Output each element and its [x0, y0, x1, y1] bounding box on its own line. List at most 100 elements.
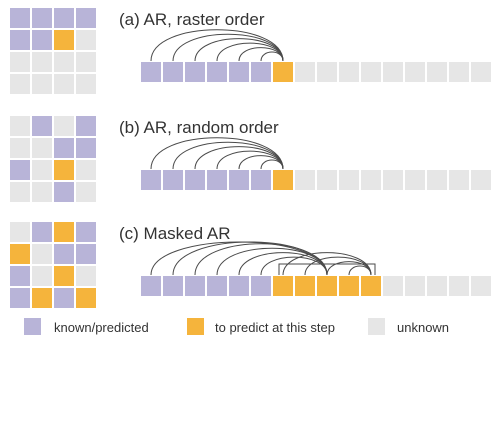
sequence-token [339, 276, 359, 296]
legend-known-label: known/predicted [54, 320, 149, 335]
sequence-token [449, 170, 469, 190]
sequence-token [471, 170, 491, 190]
grid-cell [54, 138, 74, 158]
sequence-token [471, 62, 491, 82]
sequence-token [471, 276, 491, 296]
sequence-token [295, 170, 315, 190]
grid-cell [32, 138, 52, 158]
sequence-token [163, 62, 183, 82]
grid-cell [10, 138, 30, 158]
sequence-token [141, 170, 161, 190]
sequence-token [361, 170, 381, 190]
grid-cell [54, 8, 74, 28]
grid-cell [54, 52, 74, 72]
legend-predict-swatch [187, 318, 204, 335]
grid-cell [76, 160, 96, 180]
sequence-token [449, 276, 469, 296]
grid-cell [54, 288, 74, 308]
sequence-token [273, 276, 293, 296]
grid-cell [76, 30, 96, 50]
dependency-arc [260, 256, 328, 276]
sequence-token [273, 62, 293, 82]
grid-cell [10, 182, 30, 202]
grid-cell [32, 116, 52, 136]
grid-cell [10, 74, 30, 94]
grid-cell [76, 288, 96, 308]
sequence-token [163, 276, 183, 296]
grid-cell [76, 8, 96, 28]
sequence-token [383, 62, 403, 82]
grid-cell [32, 30, 52, 50]
grid-cell [76, 182, 96, 202]
sequence-token [405, 170, 425, 190]
sequence-token [339, 170, 359, 190]
grid-cell [10, 8, 30, 28]
sequence-token [141, 276, 161, 296]
sequence-token [361, 62, 381, 82]
dependency-arc [194, 38, 284, 62]
panel-1: (a) AR, raster order [10, 8, 491, 94]
sequence-token [207, 170, 227, 190]
grid-cell [54, 74, 74, 94]
legend-unknown-label: unknown [397, 320, 449, 335]
grid-cell [10, 116, 30, 136]
sequence-token [449, 62, 469, 82]
grid-cell [10, 288, 30, 308]
sequence-token [427, 62, 447, 82]
dependency-arc [260, 51, 284, 62]
panel-title: (a) AR, raster order [119, 10, 265, 29]
grid-cell [54, 116, 74, 136]
sequence-token [141, 62, 161, 82]
sequence-token [317, 170, 337, 190]
panels: (a) AR, raster order (b) AR, random order… [10, 8, 491, 308]
grid-cell [32, 244, 52, 264]
sequence-token [405, 276, 425, 296]
grid-cell [76, 116, 96, 136]
sequence-token [185, 276, 205, 296]
grid-cell [54, 182, 74, 202]
grid-cell [76, 244, 96, 264]
grid-cell [76, 222, 96, 242]
grid-cell [32, 288, 52, 308]
sequence-token [207, 62, 227, 82]
grid-cell [54, 244, 74, 264]
panel-3: (c) Masked AR [10, 222, 491, 308]
grid-cell [54, 266, 74, 286]
grid-cell [32, 8, 52, 28]
dependency-arc [260, 159, 284, 170]
sequence-token [251, 170, 271, 190]
sequence-token [361, 276, 381, 296]
grid-cell [32, 182, 52, 202]
legend: known/predicted to predict at this step … [24, 318, 449, 335]
grid-cell [54, 222, 74, 242]
legend-predict-label: to predict at this step [215, 320, 335, 335]
sequence-token [229, 62, 249, 82]
dependency-arc [194, 146, 284, 170]
sequence-token [229, 276, 249, 296]
sequence-token [383, 170, 403, 190]
legend-unknown-swatch [368, 318, 385, 335]
sequence-token [405, 62, 425, 82]
grid-cell [32, 266, 52, 286]
sequence-token [383, 276, 403, 296]
grid-cell [76, 52, 96, 72]
grid-cell [32, 222, 52, 242]
panel-title: (c) Masked AR [119, 224, 230, 243]
sequence-token [339, 62, 359, 82]
grid-cell [54, 160, 74, 180]
sequence-token [427, 276, 447, 296]
grid-cell [54, 30, 74, 50]
legend-known-swatch [24, 318, 41, 335]
sequence-token [185, 170, 205, 190]
grid-cell [32, 52, 52, 72]
grid-cell [32, 160, 52, 180]
sequence-token [295, 276, 315, 296]
sequence-token [163, 170, 183, 190]
grid-cell [10, 244, 30, 264]
sequence-token [317, 62, 337, 82]
panel-title: (b) AR, random order [119, 118, 279, 137]
predict-bracket [278, 263, 376, 275]
sequence-token [427, 170, 447, 190]
sequence-token [273, 170, 293, 190]
